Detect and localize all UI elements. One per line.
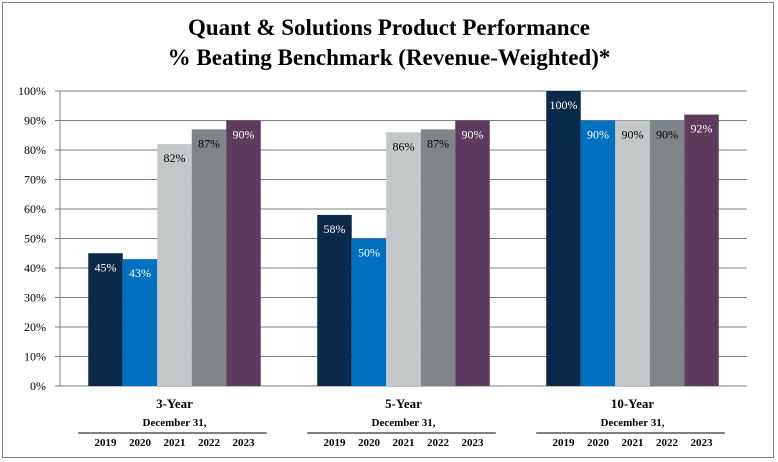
- data-label: 90%: [462, 128, 484, 142]
- y-tick-label: 40%: [24, 261, 46, 275]
- y-tick-label: 20%: [24, 320, 46, 334]
- bar-2019: [88, 253, 123, 386]
- bar-2023: [226, 120, 261, 386]
- group-label: 10-Year: [611, 396, 655, 411]
- y-tick-label: 90%: [24, 114, 46, 128]
- data-label: 58%: [324, 222, 346, 236]
- year-label: 2023: [233, 437, 256, 449]
- bar-2021: [157, 144, 192, 386]
- data-label: 87%: [427, 136, 449, 150]
- group-sublabel: December 31,: [143, 417, 207, 429]
- bar-2019: [546, 91, 581, 386]
- y-tick-label: 100%: [18, 84, 46, 98]
- y-tick-label: 0%: [30, 379, 46, 393]
- bar-2020: [122, 259, 158, 386]
- data-label: 43%: [129, 266, 151, 280]
- y-tick-label: 50%: [24, 232, 46, 246]
- year-label: 2022: [656, 437, 679, 449]
- year-label: 2021: [622, 437, 644, 449]
- data-label: 100%: [550, 98, 578, 112]
- bar-2022: [649, 120, 685, 386]
- data-label: 87%: [198, 136, 220, 150]
- year-label: 2019: [324, 437, 347, 449]
- year-label: 2020: [129, 437, 152, 449]
- data-label: 90%: [233, 128, 255, 142]
- year-label: 2020: [587, 437, 610, 449]
- y-tick-label: 60%: [24, 202, 46, 216]
- year-label: 2021: [393, 437, 415, 449]
- y-tick-label: 30%: [24, 291, 46, 305]
- year-label: 2022: [427, 437, 450, 449]
- y-tick-label: 80%: [24, 143, 46, 157]
- y-tick-label: 10%: [24, 350, 46, 364]
- bar-2022: [191, 129, 227, 386]
- chart-subtitle: % Beating Benchmark (Revenue-Weighted)*: [167, 45, 611, 70]
- bar-2023: [455, 120, 490, 386]
- year-label: 2023: [462, 437, 485, 449]
- data-label: 86%: [393, 139, 415, 153]
- group-sublabel: December 31,: [601, 417, 665, 429]
- year-label: 2019: [95, 437, 118, 449]
- year-label: 2020: [358, 437, 381, 449]
- chart-title: Quant & Solutions Product Performance: [187, 15, 591, 40]
- y-tick-label: 70%: [24, 173, 46, 187]
- data-label: 92%: [691, 122, 713, 136]
- year-label: 2023: [691, 437, 714, 449]
- bar-2021: [615, 120, 650, 386]
- data-label: 90%: [656, 128, 678, 142]
- bar-2021: [386, 132, 421, 386]
- group-sublabel: December 31,: [372, 417, 436, 429]
- group-label: 3-Year: [156, 396, 193, 411]
- bar-2023: [684, 114, 719, 386]
- bar-2022: [420, 129, 456, 386]
- data-label: 82%: [164, 151, 186, 165]
- bar-2019: [317, 214, 352, 386]
- year-label: 2019: [553, 437, 576, 449]
- bar-2020: [580, 120, 616, 386]
- data-label: 45%: [95, 260, 117, 274]
- bar-2020: [351, 238, 387, 386]
- year-label: 2021: [164, 437, 186, 449]
- data-label: 90%: [622, 128, 644, 142]
- group-label: 5-Year: [385, 396, 422, 411]
- data-label: 50%: [358, 246, 380, 260]
- data-label: 90%: [587, 128, 609, 142]
- year-label: 2022: [198, 437, 221, 449]
